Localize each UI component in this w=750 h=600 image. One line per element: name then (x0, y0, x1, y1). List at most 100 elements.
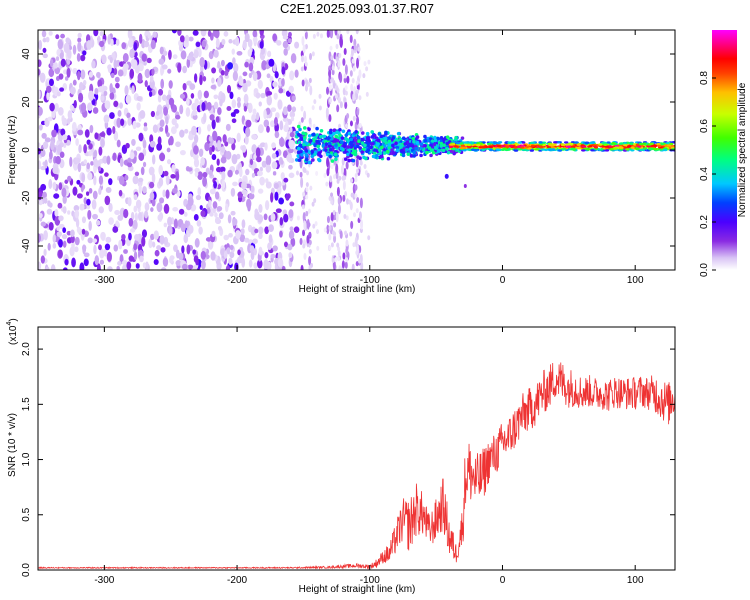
heatmap-cell (144, 210, 149, 219)
heatmap-cell (455, 141, 461, 145)
heatmap-cell (85, 191, 90, 196)
heatmap-cell (129, 152, 135, 160)
heatmap-cell (301, 36, 305, 46)
heatmap-cell (121, 260, 128, 266)
heatmap-cell (323, 151, 327, 157)
heatmap-cell (264, 252, 269, 259)
heatmap-cell (347, 131, 352, 136)
heatmap-cell (76, 179, 81, 185)
heatmap-cell (38, 124, 43, 131)
heatmap-cell (106, 127, 112, 136)
heatmap-cell (255, 92, 261, 99)
heatmap-cell (350, 192, 354, 198)
heatmap-cell (76, 226, 82, 234)
heatmap-cell (215, 166, 222, 173)
heatmap-cell (362, 155, 366, 160)
heatmap-cell (316, 245, 320, 251)
heatmap-cell (360, 261, 364, 270)
heatmap-cell (114, 76, 120, 83)
heatmap-cell (342, 252, 346, 260)
heatmap-cell (91, 60, 96, 69)
heatmap-cell (207, 124, 211, 132)
heatmap-cell (288, 209, 294, 219)
heatmap-cell (505, 145, 510, 149)
heatmap-cell (331, 230, 335, 236)
heatmap-cell (441, 148, 446, 153)
heatmap-cell (115, 220, 119, 227)
heatmap-cell (208, 199, 212, 208)
heatmap-cell (193, 73, 198, 83)
heatmap-cell (214, 191, 220, 200)
heatmap-cell (40, 221, 47, 227)
heatmap-cell (267, 50, 272, 58)
heatmap-cell (197, 126, 202, 135)
heatmap-cell (156, 143, 163, 151)
heatmap-cell (166, 147, 171, 153)
heatmap-cell (404, 147, 409, 152)
heatmap-cell (57, 39, 64, 50)
heatmap-cell (308, 248, 312, 254)
heatmap-cell (211, 230, 216, 238)
heatmap-cell (252, 238, 258, 244)
heatmap-cell (69, 246, 75, 257)
heatmap-cell (103, 248, 108, 257)
heatmap-cell (248, 259, 253, 268)
heatmap-cell (211, 145, 215, 152)
heatmap-cell (358, 211, 362, 220)
heatmap-cell (88, 143, 93, 150)
heatmap-cell (343, 144, 347, 148)
heatmap-cell (125, 94, 132, 104)
heatmap-cell (96, 263, 101, 270)
heatmap-cell (168, 226, 173, 236)
heatmap-cell (71, 121, 77, 132)
heatmap-cell (86, 39, 92, 50)
heatmap-cell (423, 143, 427, 148)
heatmap-cell (71, 257, 76, 268)
heatmap-cell (55, 34, 60, 40)
heatmap-cell (430, 139, 435, 144)
heatmap-cell (225, 123, 231, 132)
heatmap-cell (186, 97, 190, 106)
heatmap-cell (463, 184, 467, 188)
heatmap-cell (253, 88, 259, 94)
heatmap-cell (201, 101, 206, 112)
heatmap-cell (267, 242, 272, 251)
heatmap-cell (59, 52, 64, 60)
heatmap-cell (340, 164, 344, 175)
heatmap-cell (88, 71, 94, 78)
heatmap-cell (56, 91, 61, 97)
heatmap-cell (327, 144, 332, 148)
heatmap-cell (40, 255, 46, 264)
heatmap-cell (172, 104, 177, 113)
heatmap-cell (357, 139, 361, 143)
heatmap-cell (108, 178, 113, 186)
heatmap-cell (131, 59, 138, 70)
heatmap-cell (289, 111, 296, 118)
heatmap-cell (240, 77, 244, 87)
heatmap-cell (301, 131, 306, 136)
heatmap-cell (359, 160, 363, 166)
heatmap-cell (159, 235, 165, 245)
heatmap-cell (318, 105, 322, 111)
heatmap-cell (257, 79, 263, 89)
heatmap-cell (280, 136, 284, 148)
heatmap-cell (73, 204, 80, 212)
heatmap-cell (163, 236, 169, 246)
heatmap-cell (221, 38, 226, 46)
heatmap-cell (395, 145, 400, 150)
heatmap-cell (143, 40, 150, 48)
heatmap-cell (138, 132, 144, 142)
heatmap-cell (337, 250, 341, 257)
heatmap-cell (279, 120, 284, 131)
heatmap-cell (338, 30, 342, 35)
heatmap-cell (354, 236, 358, 248)
heatmap-cell (38, 59, 42, 67)
heatmap-cell (380, 145, 384, 150)
heatmap-cell (244, 33, 250, 43)
heatmap-cell (163, 203, 170, 214)
heatmap-cell (121, 234, 126, 240)
heatmap-cell (181, 263, 188, 270)
heatmap-cell (649, 142, 654, 146)
heatmap-cell (328, 114, 332, 122)
heatmap-cell (349, 120, 353, 127)
